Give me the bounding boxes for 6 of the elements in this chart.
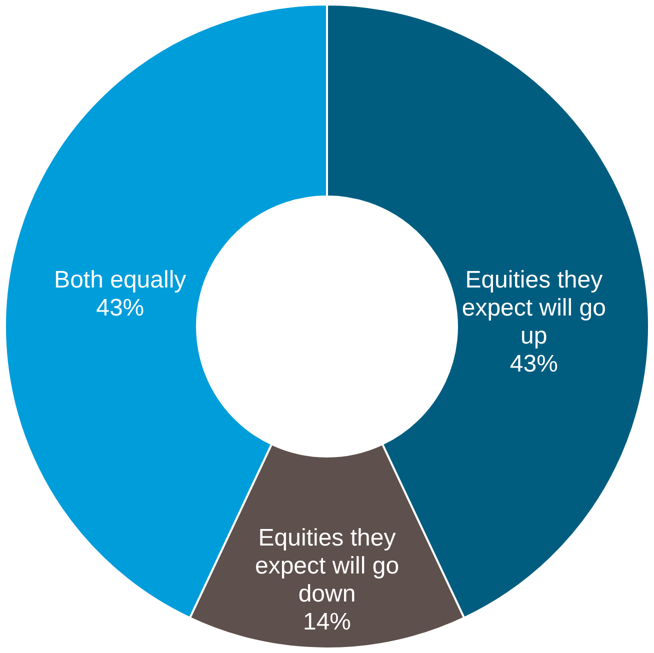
data-label: 43% [96,294,144,322]
slice-label: Equities they expect will go up [462,266,606,350]
data-label: 14% [302,608,352,636]
slice-label: Equities they expect will go down [254,524,400,608]
data-label: 43% [510,350,558,378]
slice-label: Both equally [54,266,186,294]
